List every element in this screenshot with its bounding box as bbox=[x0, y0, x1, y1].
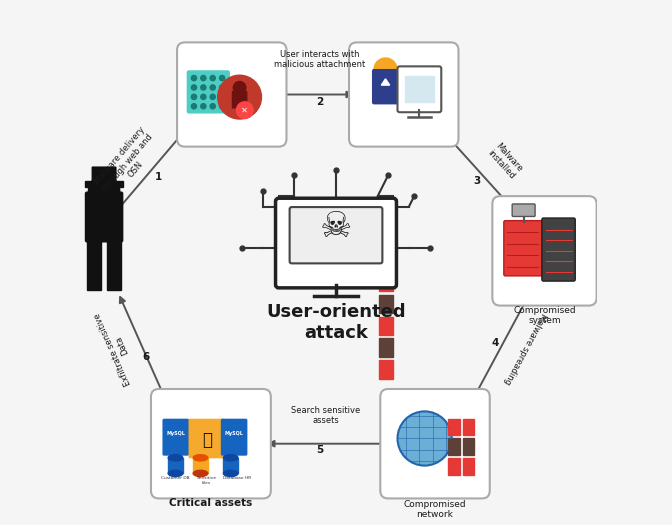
Text: 🦊: 🦊 bbox=[202, 430, 212, 448]
FancyBboxPatch shape bbox=[151, 389, 271, 498]
Circle shape bbox=[220, 76, 224, 81]
Circle shape bbox=[192, 85, 197, 90]
Circle shape bbox=[398, 412, 452, 466]
FancyBboxPatch shape bbox=[493, 196, 597, 306]
Text: 1: 1 bbox=[155, 172, 163, 182]
Bar bbox=[85, 181, 123, 187]
Ellipse shape bbox=[193, 455, 208, 461]
FancyBboxPatch shape bbox=[504, 220, 542, 276]
Text: Malware delivery
through web and
OSN: Malware delivery through web and OSN bbox=[93, 125, 162, 200]
FancyBboxPatch shape bbox=[290, 207, 382, 264]
Circle shape bbox=[218, 75, 261, 119]
Text: 5: 5 bbox=[316, 445, 323, 455]
Bar bbox=[448, 438, 460, 455]
Circle shape bbox=[192, 103, 197, 109]
FancyBboxPatch shape bbox=[189, 419, 226, 458]
FancyBboxPatch shape bbox=[221, 419, 247, 456]
Circle shape bbox=[192, 76, 197, 81]
Polygon shape bbox=[381, 79, 390, 85]
Text: MySQL: MySQL bbox=[166, 431, 185, 436]
Text: Sensitive
files: Sensitive files bbox=[197, 476, 217, 485]
FancyBboxPatch shape bbox=[177, 43, 286, 146]
Text: Malware spreading: Malware spreading bbox=[502, 311, 548, 386]
Circle shape bbox=[220, 85, 224, 90]
FancyBboxPatch shape bbox=[187, 70, 230, 113]
FancyBboxPatch shape bbox=[542, 218, 575, 281]
Circle shape bbox=[210, 76, 215, 81]
Text: ✕: ✕ bbox=[241, 106, 248, 114]
FancyBboxPatch shape bbox=[349, 43, 458, 146]
Bar bbox=[193, 458, 208, 474]
Text: ☠: ☠ bbox=[320, 211, 352, 245]
Circle shape bbox=[201, 76, 206, 81]
Circle shape bbox=[201, 103, 206, 109]
FancyBboxPatch shape bbox=[380, 389, 490, 498]
Circle shape bbox=[201, 85, 206, 90]
Bar bbox=[223, 458, 238, 474]
Circle shape bbox=[201, 94, 206, 99]
Ellipse shape bbox=[193, 470, 208, 477]
FancyBboxPatch shape bbox=[163, 419, 189, 456]
Ellipse shape bbox=[168, 470, 183, 477]
FancyBboxPatch shape bbox=[91, 166, 116, 185]
Bar bbox=[448, 419, 460, 435]
Text: Exfiltrate sensitive
Data: Exfiltrate sensitive Data bbox=[93, 308, 142, 387]
Text: Malware
installed: Malware installed bbox=[486, 141, 525, 181]
Text: 2: 2 bbox=[316, 97, 323, 107]
FancyBboxPatch shape bbox=[398, 66, 442, 112]
Bar bbox=[168, 458, 183, 474]
Bar bbox=[87, 238, 101, 290]
Text: MySQL: MySQL bbox=[224, 431, 243, 436]
Text: Compromised
system: Compromised system bbox=[513, 306, 576, 325]
Bar bbox=[462, 438, 474, 455]
Ellipse shape bbox=[168, 455, 183, 461]
Text: 3: 3 bbox=[473, 176, 480, 186]
Text: User interacts with
malicious attachment: User interacts with malicious attachment bbox=[274, 50, 365, 69]
Text: User-oriented
attack: User-oriented attack bbox=[266, 303, 406, 342]
Circle shape bbox=[210, 103, 215, 109]
Circle shape bbox=[220, 94, 224, 99]
Circle shape bbox=[210, 94, 215, 99]
Bar bbox=[379, 273, 393, 291]
FancyBboxPatch shape bbox=[232, 91, 247, 109]
Text: 4: 4 bbox=[491, 339, 499, 349]
Bar bbox=[462, 419, 474, 435]
FancyBboxPatch shape bbox=[372, 69, 399, 104]
Text: Customer DB: Customer DB bbox=[161, 476, 190, 480]
Bar bbox=[379, 295, 393, 313]
Bar bbox=[107, 238, 121, 290]
FancyBboxPatch shape bbox=[276, 198, 396, 288]
Circle shape bbox=[89, 175, 120, 206]
Bar bbox=[405, 76, 434, 102]
Circle shape bbox=[220, 103, 224, 109]
Ellipse shape bbox=[223, 455, 238, 461]
Text: Compromised
network: Compromised network bbox=[404, 500, 466, 519]
Text: 6: 6 bbox=[142, 352, 150, 362]
FancyBboxPatch shape bbox=[85, 192, 124, 243]
Circle shape bbox=[374, 58, 397, 81]
Text: Database HR: Database HR bbox=[223, 476, 251, 480]
Bar bbox=[379, 360, 393, 379]
Text: Critical assets: Critical assets bbox=[169, 498, 253, 508]
Bar bbox=[379, 339, 393, 356]
FancyBboxPatch shape bbox=[512, 204, 535, 216]
Circle shape bbox=[210, 85, 215, 90]
Ellipse shape bbox=[223, 470, 238, 477]
Bar bbox=[462, 458, 474, 475]
Bar bbox=[448, 458, 460, 475]
Circle shape bbox=[233, 81, 246, 94]
Circle shape bbox=[237, 102, 253, 119]
Text: Search sensitive
assets: Search sensitive assets bbox=[291, 406, 360, 425]
Circle shape bbox=[192, 94, 197, 99]
Bar bbox=[379, 317, 393, 335]
